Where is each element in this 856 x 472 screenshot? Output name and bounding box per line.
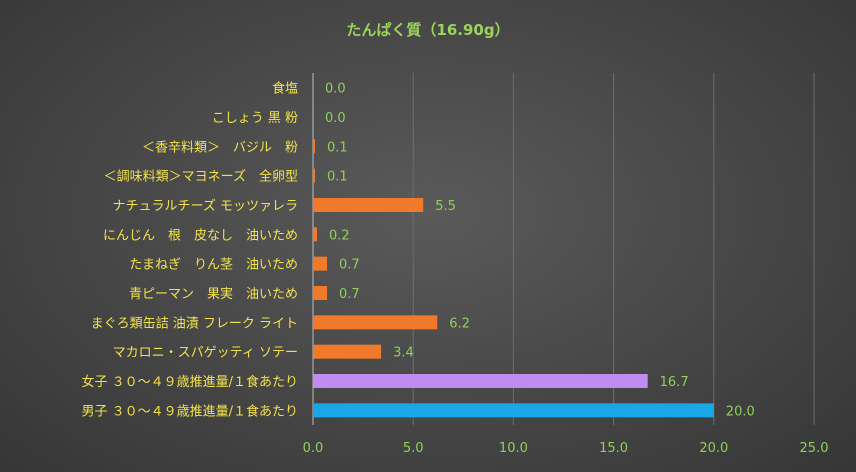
x-tick-label: 0.0 bbox=[303, 441, 324, 456]
x-tick-label: 25.0 bbox=[800, 441, 829, 456]
category-label: マカロニ・スパゲッティ ソテー bbox=[113, 346, 298, 361]
data-label: 0.1 bbox=[327, 170, 348, 185]
category-label: ナチュラルチーズ モッツァレラ bbox=[113, 198, 298, 214]
data-label: 0.1 bbox=[327, 140, 348, 155]
x-tick-label: 15.0 bbox=[599, 441, 628, 456]
bar bbox=[313, 403, 714, 418]
bar bbox=[313, 139, 316, 154]
data-label: 0.0 bbox=[325, 82, 346, 97]
bar bbox=[313, 286, 328, 300]
category-label: 男子 ３０～４９歳推進量/１食あたり bbox=[81, 403, 298, 419]
bar bbox=[313, 374, 648, 388]
value-labels: 0.0 0.0 0.1 0.1 5.5 0.2 0.7 0.7 6.2 3.4 16.7 20.0 bbox=[325, 82, 755, 420]
bar bbox=[313, 344, 382, 359]
category-label: まぐろ類缶詰 油漬 フレーク ライト bbox=[91, 315, 298, 331]
x-tick-label: 5.0 bbox=[403, 441, 424, 456]
category-label: 女子 ３０～４９歳推進量/１食あたり bbox=[81, 374, 298, 390]
bar bbox=[313, 227, 318, 242]
data-label: 0.7 bbox=[339, 287, 360, 302]
bars bbox=[313, 139, 714, 418]
data-label: 6.2 bbox=[449, 316, 470, 331]
category-label: こしょう 黒 粉 bbox=[212, 111, 298, 126]
category-label: 食塩 bbox=[272, 81, 298, 97]
bar bbox=[313, 168, 316, 183]
data-label: 20.0 bbox=[726, 404, 755, 419]
data-label: 0.0 bbox=[325, 111, 346, 126]
category-label: たまねぎ りん茎 油いため bbox=[129, 258, 298, 273]
data-label: 0.2 bbox=[329, 228, 350, 243]
bar bbox=[313, 198, 424, 212]
bar bbox=[313, 315, 438, 330]
x-tick-label: 10.0 bbox=[499, 441, 528, 456]
data-label: 5.5 bbox=[435, 199, 456, 214]
category-label: 青ピーマン 果実 油いため bbox=[129, 286, 298, 302]
category-label: ＜香辛料類＞ バジル 粉 bbox=[142, 140, 298, 155]
category-label: にんじん 根 皮なし 油いため bbox=[103, 228, 298, 243]
data-label: 16.7 bbox=[660, 375, 689, 390]
chart-title: たんぱく質（16.90g） bbox=[346, 21, 509, 39]
category-label: ＜調味料類＞マヨネーズ 全卵型 bbox=[104, 169, 298, 185]
x-tick-label: 20.0 bbox=[699, 441, 728, 456]
grid-lines bbox=[312, 73, 815, 425]
bar bbox=[313, 256, 328, 271]
data-label: 3.4 bbox=[393, 346, 414, 361]
x-axis-ticks: 0.0 5.0 10.0 15.0 20.0 25.0 bbox=[303, 441, 829, 456]
data-label: 0.7 bbox=[339, 258, 360, 273]
